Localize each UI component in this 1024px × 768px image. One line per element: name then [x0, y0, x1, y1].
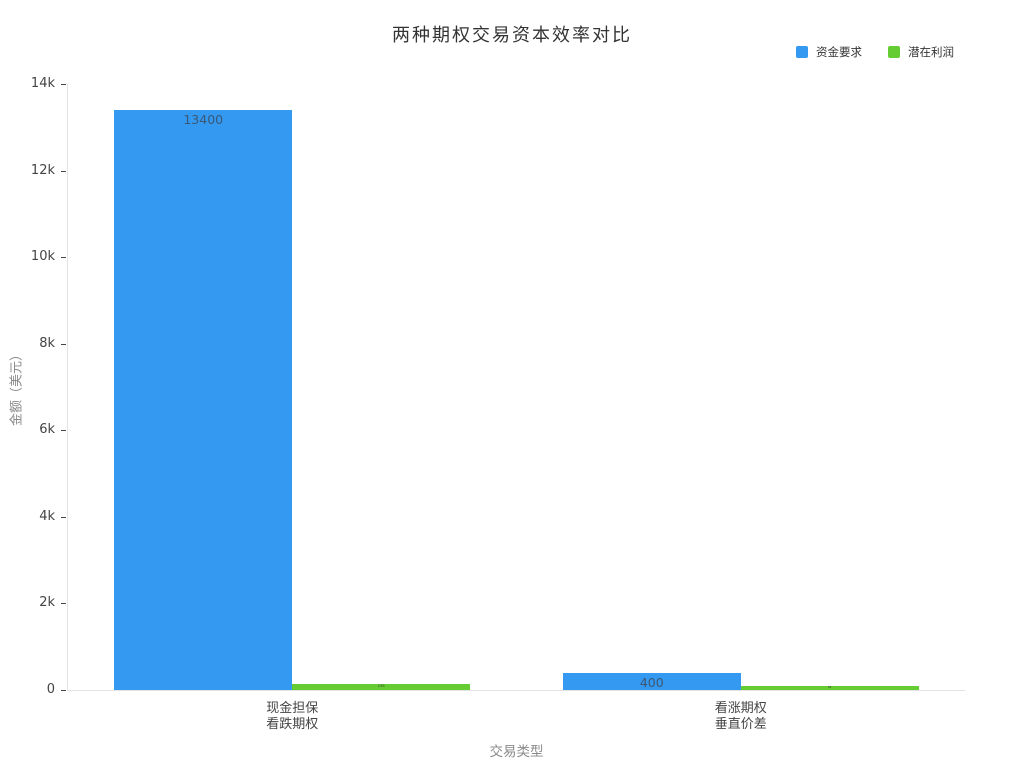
legend: 资金要求 潜在利润 — [796, 44, 954, 60]
y-tick-label: 8k — [39, 335, 55, 351]
x-tick-label: 看涨期权 垂直价差 — [714, 701, 767, 732]
bar-value-label: 13400 — [183, 112, 224, 127]
y-tick-label: 10k — [30, 249, 55, 265]
y-tick-mark — [61, 430, 66, 432]
y-tick-label: 14k — [30, 76, 55, 91]
legend-item-1[interactable]: 潜在利润 — [888, 44, 954, 60]
bar[interactable] — [562, 672, 741, 690]
x-axis-title: 交易类型 — [489, 744, 544, 760]
bar[interactable] — [114, 109, 293, 690]
y-tick-mark — [61, 257, 66, 259]
legend-label: 资金要求 — [816, 45, 862, 59]
y-tick-mark — [61, 603, 66, 605]
y-tick-label: 12k — [30, 162, 55, 178]
x-axis-line — [67, 690, 965, 691]
legend-item-0[interactable]: 资金要求 — [796, 44, 862, 60]
y-tick-mark — [61, 170, 66, 172]
y-tick-mark — [61, 690, 66, 691]
legend-swatch-icon — [796, 46, 808, 58]
y-tick-label: 4k — [39, 508, 55, 524]
bar-value-label: 400 — [639, 675, 664, 690]
y-tick-label: 2k — [39, 595, 55, 611]
bar-value-label: 85 — [828, 686, 832, 690]
legend-label: 潜在利润 — [908, 45, 954, 59]
bar[interactable] — [292, 684, 471, 690]
bar[interactable] — [740, 686, 919, 690]
y-tick-label: 0 — [46, 682, 55, 697]
legend-swatch-icon — [888, 46, 900, 58]
y-axis-line — [67, 84, 68, 690]
x-tick-label: 现金担保 看跌期权 — [266, 701, 319, 732]
y-tick-mark — [61, 84, 66, 85]
bar-value-label: 135 — [377, 684, 385, 689]
y-tick-mark — [61, 516, 66, 518]
y-tick-label: 6k — [39, 422, 55, 438]
y-tick-mark — [61, 343, 66, 345]
chart-title: 两种期权交易资本效率对比 — [392, 25, 632, 46]
